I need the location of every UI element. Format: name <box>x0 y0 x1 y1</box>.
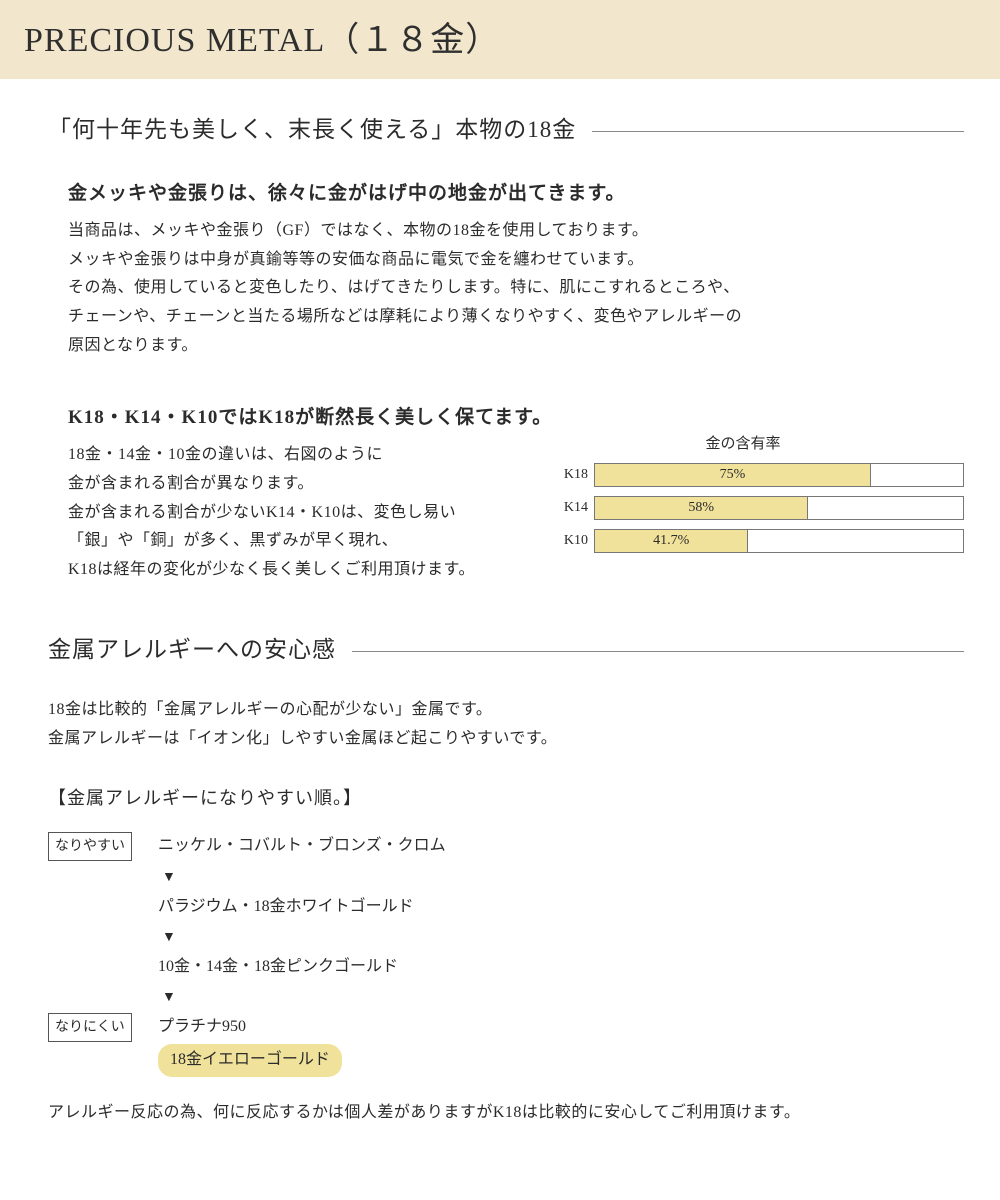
block-2-text: 18金・14金・10金の違いは、右図のように 金が含まれる割合が異なります。 金… <box>68 441 558 585</box>
page-banner: PRECIOUS METAL（１８金） <box>0 0 1000 79</box>
block-2-p3: 金が含まれる割合が少ないK14・K10は、変色し易い <box>68 499 558 528</box>
chart-bar-row: K1875% <box>562 462 964 487</box>
chart-bar-label: K10 <box>562 528 594 553</box>
chart-bar-row: K1458% <box>562 495 964 520</box>
rank-3-text: 10金・14金・18金ピンクゴールド <box>158 953 964 982</box>
rank-row-2: パラジウム・18金ホワイトゴールド <box>48 893 964 922</box>
rank-1-text: ニッケル・コバルト・ブロンズ・クロム <box>158 832 964 861</box>
rank-arrow-icon: ▼ <box>158 925 964 950</box>
content-area: 「何十年先も美しく、末長く使える」本物の18金 金メッキや金張りは、徐々に金がは… <box>0 79 1000 1147</box>
allergy-subheading: 【金属アレルギーになりやすい順。】 <box>48 782 964 814</box>
chart-bar-row: K1041.7% <box>562 528 964 553</box>
block-2: K18・K14・K10ではK18が断然長く美しく保てます。 18金・14金・10… <box>48 401 964 585</box>
rank-2-text: パラジウム・18金ホワイトゴールド <box>158 893 964 922</box>
section-2-p2: 金属アレルギーは「イオン化」しやすい金属ほど起こりやすいです。 <box>48 725 964 754</box>
gold-content-chart: 金の含有率 K1875%K1458%K1041.7% <box>562 431 964 562</box>
block-2-body: 18金・14金・10金の違いは、右図のように 金が含まれる割合が異なります。 金… <box>68 441 964 585</box>
rank-5-highlight: 18金イエローゴールド <box>158 1044 342 1077</box>
section-2: 金属アレルギーへの安心感 18金は比較的「金属アレルギーの心配が少ない」金属です… <box>48 629 964 1128</box>
block-1-p4: チェーンや、チェーンと当たる場所などは摩耗により薄くなりやすく、変色やアレルギー… <box>68 303 964 332</box>
heading-rule <box>352 651 964 652</box>
chart-bar-label: K18 <box>562 462 594 487</box>
rank-arrow-icon: ▼ <box>158 985 964 1010</box>
section-2-p1: 18金は比較的「金属アレルギーの心配が少ない」金属です。 <box>48 696 964 725</box>
chart-bar-track: 41.7% <box>594 529 964 553</box>
rank-row-1: なりやすい ニッケル・コバルト・ブロンズ・クロム <box>48 832 964 861</box>
block-2-title: K18・K14・K10ではK18が断然長く美しく保てます。 <box>68 401 964 435</box>
rank-row-5: 18金イエローゴールド <box>48 1044 964 1077</box>
chart-title: 金の含有率 <box>562 431 964 458</box>
block-1-p2: メッキや金張りは中身が真鍮等等の安価な商品に電気で金を纏わせています。 <box>68 246 964 275</box>
chart-bar-fill: 58% <box>595 497 808 519</box>
chart-bar-fill: 75% <box>595 464 871 486</box>
rank-row-4: なりにくい プラチナ950 <box>48 1013 964 1042</box>
block-1-p3: その為、使用していると変色したり、はげてきたりします。特に、肌にこすれるところや… <box>68 274 964 303</box>
chart-bar-track: 58% <box>594 496 964 520</box>
heading-rule <box>592 131 964 132</box>
section-2-heading-text: 金属アレルギーへの安心感 <box>48 629 336 670</box>
block-1: 金メッキや金張りは、徐々に金がはげ中の地金が出てきます。 当商品は、メッキや金張… <box>48 177 964 361</box>
section-1-heading-text: 「何十年先も美しく、末長く使える」本物の18金 <box>48 109 576 150</box>
rank-row-3: 10金・14金・18金ピンクゴールド <box>48 953 964 982</box>
block-2-p5: K18は経年の変化が少なく長く美しくご利用頂けます。 <box>68 556 558 585</box>
rank-tag-high: なりやすい <box>48 832 132 861</box>
chart-bar-label: K14 <box>562 495 594 520</box>
block-2-p2: 金が含まれる割合が異なります。 <box>68 470 558 499</box>
block-1-p1: 当商品は、メッキや金張り（GF）ではなく、本物の18金を使用しております。 <box>68 217 964 246</box>
rank-tag-low: なりにくい <box>48 1013 132 1042</box>
rank-4-text: プラチナ950 <box>158 1013 964 1042</box>
chart-bar-track: 75% <box>594 463 964 487</box>
block-2-p4: 「銀」や「銅」が多く、黒ずみが早く現れ、 <box>68 527 558 556</box>
rank-arrow-icon: ▼ <box>158 865 964 890</box>
section-2-heading: 金属アレルギーへの安心感 <box>48 629 964 670</box>
block-2-p1: 18金・14金・10金の違いは、右図のように <box>68 441 558 470</box>
section-1-heading: 「何十年先も美しく、末長く使える」本物の18金 <box>48 109 964 150</box>
block-1-p5: 原因となります。 <box>68 332 964 361</box>
banner-title: PRECIOUS METAL（１８金） <box>24 10 976 71</box>
chart-bar-fill: 41.7% <box>595 530 748 552</box>
block-1-title: 金メッキや金張りは、徐々に金がはげ中の地金が出てきます。 <box>68 177 964 211</box>
allergy-footnote: アレルギー反応の為、何に反応するかは個人差がありますがK18は比較的に安心してご… <box>48 1099 964 1128</box>
